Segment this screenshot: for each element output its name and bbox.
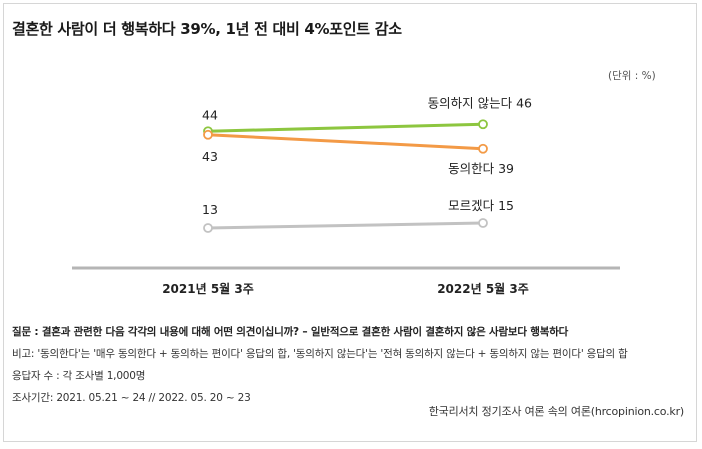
survey-question: 질문 : 결혼과 관련한 다음 각각의 내용에 대해 어떤 의견이십니까? – … bbox=[12, 326, 569, 338]
survey-remark: 비고: '동의한다'는 '매우 동의한다 + 동의하는 편이다' 응답의 합, … bbox=[12, 348, 628, 360]
data-label: 43 bbox=[202, 149, 218, 164]
x-tick-label: 2021년 5월 3주 bbox=[162, 281, 254, 296]
data-label: 13 bbox=[202, 202, 218, 217]
chart-frame bbox=[3, 3, 697, 442]
data-point bbox=[478, 218, 488, 228]
survey-respondents: 응답자 수 : 각 조사별 1,000명 bbox=[12, 370, 146, 382]
data-point bbox=[203, 223, 213, 233]
survey-period: 조사기간: 2021. 05.21 ~ 24 // 2022. 05. 20 ~… bbox=[12, 392, 251, 404]
data-point bbox=[478, 119, 488, 130]
series-line bbox=[207, 221, 484, 230]
unit-label: (단위 : %) bbox=[608, 70, 656, 82]
data-point bbox=[478, 143, 488, 154]
chart-title: 결혼한 사람이 더 행복하다 39%, 1년 전 대비 4%포인트 감소 bbox=[12, 20, 402, 38]
data-label: 44 bbox=[202, 107, 218, 122]
survey-notes: 질문 : 결혼과 관련한 다음 각각의 내용에 대해 어떤 의견이십니까? – … bbox=[12, 321, 628, 409]
data-label: 동의한다 39 bbox=[448, 161, 514, 176]
data-label: 동의하지 않는다 46 bbox=[428, 95, 532, 110]
series-line bbox=[207, 122, 484, 133]
data-point bbox=[203, 129, 213, 140]
series-line bbox=[207, 133, 484, 151]
source-credit: 한국리서치 정기조사 여론 속의 여론(hrcopinion.co.kr) bbox=[428, 405, 684, 418]
data-label: 모르겠다 15 bbox=[448, 198, 514, 213]
x-tick-label: 2022년 5월 3주 bbox=[437, 281, 529, 296]
